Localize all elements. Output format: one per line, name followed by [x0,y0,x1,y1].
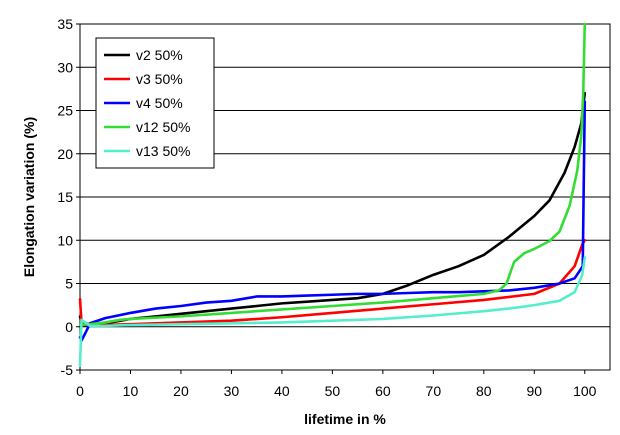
legend-label-0: v2 50% [136,47,183,63]
legend-label-4: v13 50% [136,143,190,159]
series-line-2 [78,100,587,342]
x-axis-label: lifetime in % [304,411,386,427]
y-tick-label: 5 [65,276,73,292]
legend-label-3: v12 50% [136,119,190,135]
x-tick-label: 30 [224,383,240,399]
x-tick-label: 80 [476,383,492,399]
y-tick-label: 0 [65,319,73,335]
y-tick-label: 35 [57,16,73,32]
y-axis-label: Elongation variation (%) [21,117,37,277]
y-tick-label: -5 [61,362,74,378]
x-tick-label: 40 [274,383,290,399]
x-tick-label: 90 [526,383,542,399]
x-tick-label: 20 [173,383,189,399]
y-axis-ticks: -5 0 5 10 15 20 25 30 35 [57,16,80,378]
series-line-4 [78,256,587,367]
x-tick-label: 60 [375,383,391,399]
x-tick-label: 50 [325,383,341,399]
legend: v2 50% v3 50% v4 50% v12 50% v13 50% [95,37,215,169]
y-tick-label: 10 [57,232,73,248]
series-line-3 [78,22,587,327]
y-tick-label: 20 [57,146,73,162]
y-tick-label: 25 [57,103,73,119]
series-layer [78,22,587,367]
x-tick-label: 10 [123,383,139,399]
x-tick-label: 70 [426,383,442,399]
x-tick-label: 100 [573,383,597,399]
y-tick-label: 30 [57,59,73,75]
x-axis-ticks: 0 10 20 30 40 50 60 70 80 90 100 [76,370,597,399]
x-tick-label: 0 [76,383,84,399]
y-tick-label: 15 [57,189,73,205]
legend-label-2: v4 50% [136,95,183,111]
legend-label-1: v3 50% [136,71,183,87]
